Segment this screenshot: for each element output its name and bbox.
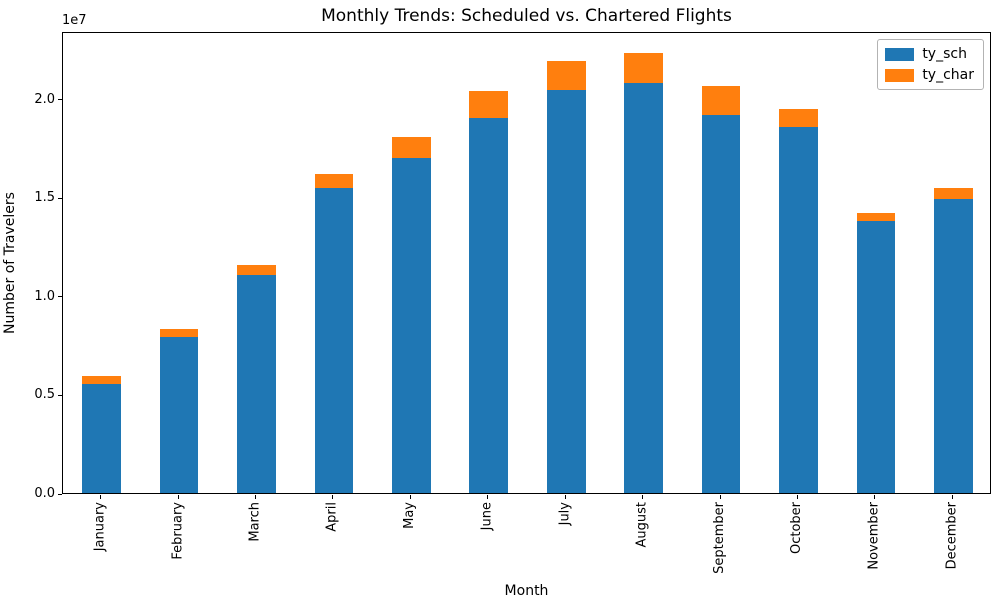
bar-segment-ty_char-july (546, 60, 586, 90)
x-tick-label-text: March (247, 502, 263, 542)
y-tick-mark (58, 493, 62, 495)
x-tick-mark (100, 495, 102, 499)
x-tick-mark (255, 495, 257, 499)
y-tick-label: 2.0 (34, 91, 55, 107)
y-tick-label: 1.5 (34, 190, 55, 206)
bar-segment-ty_char-august (624, 53, 663, 84)
legend-label: ty_sch (922, 46, 967, 62)
x-tick-label-text: January (92, 502, 108, 552)
bar-segment-ty_sch-may (392, 158, 431, 493)
bar-segment-ty_char-september (701, 86, 741, 115)
y-tick-label: 1.0 (34, 288, 55, 304)
y-tick-mark (58, 296, 62, 298)
x-tick-label-text: May (402, 502, 418, 529)
x-tick-label-text: July (557, 502, 573, 526)
bar-segment-ty_sch-april (314, 188, 354, 493)
x-tick-mark (409, 495, 411, 499)
bar-segment-ty_sch-july (546, 89, 586, 493)
legend: ty_sch ty_char (877, 39, 984, 90)
legend-swatch-ty_char (885, 68, 915, 82)
x-tick-mark (719, 495, 721, 499)
x-tick-label-text: April (324, 502, 340, 532)
bar-segment-ty_sch-january (82, 383, 122, 493)
bar-segment-ty_char-april (314, 174, 354, 189)
x-tick-mark (951, 495, 953, 499)
x-tick-label-text: June (479, 502, 495, 531)
x-tick-label-text: September (712, 502, 728, 574)
y-tick-mark (58, 394, 62, 396)
x-tick-label-text: February (170, 502, 186, 560)
x-tick-label-text: October (789, 502, 805, 555)
x-tick-mark (564, 495, 566, 499)
y-tick-label: 0.5 (34, 387, 55, 403)
x-tick-mark (796, 495, 798, 499)
x-tick-label-text: August (634, 502, 650, 548)
bar-segment-ty_sch-march (237, 274, 276, 493)
y-axis-offset-text: 1e7 (62, 13, 87, 28)
bar-segment-ty_char-february (159, 328, 199, 338)
bar-segment-ty_char-may (392, 137, 431, 159)
bar-segment-ty_char-june (469, 90, 509, 119)
bar-segment-ty_sch-december (933, 198, 973, 493)
x-tick-mark (332, 495, 334, 499)
legend-entry-ty_sch: ty_sch (885, 46, 974, 62)
plot-area: ty_sch ty_char (62, 32, 991, 494)
x-axis-label: Month (504, 583, 549, 599)
bar-segment-ty_char-march (237, 265, 276, 275)
y-tick-mark (58, 197, 62, 199)
x-tick-label-text: November (866, 502, 882, 570)
x-tick-mark (487, 495, 489, 499)
x-tick-mark (177, 495, 179, 499)
y-tick-label: 0.0 (34, 486, 55, 501)
bar-segment-ty_sch-october (779, 127, 818, 493)
bar-segment-ty_char-november (856, 212, 896, 222)
bar-segment-ty_sch-november (856, 221, 896, 493)
bar-segment-ty_char-october (779, 108, 818, 128)
legend-swatch-ty_sch (885, 47, 915, 61)
y-tick-mark (58, 99, 62, 101)
legend-entry-ty_char: ty_char (885, 67, 974, 83)
bar-segment-ty_char-december (933, 188, 973, 199)
bar-segment-ty_sch-august (624, 83, 663, 493)
bar-segment-ty_sch-september (701, 114, 741, 493)
bar-segment-ty_sch-february (159, 337, 199, 493)
bar-segment-ty_sch-june (469, 118, 509, 493)
x-tick-label-text: December (944, 502, 960, 570)
x-tick-mark (874, 495, 876, 499)
chart-title: Monthly Trends: Scheduled vs. Chartered … (321, 6, 732, 26)
legend-label: ty_char (922, 67, 974, 83)
x-tick-mark (642, 495, 644, 499)
bar-segment-ty_char-january (82, 376, 122, 384)
